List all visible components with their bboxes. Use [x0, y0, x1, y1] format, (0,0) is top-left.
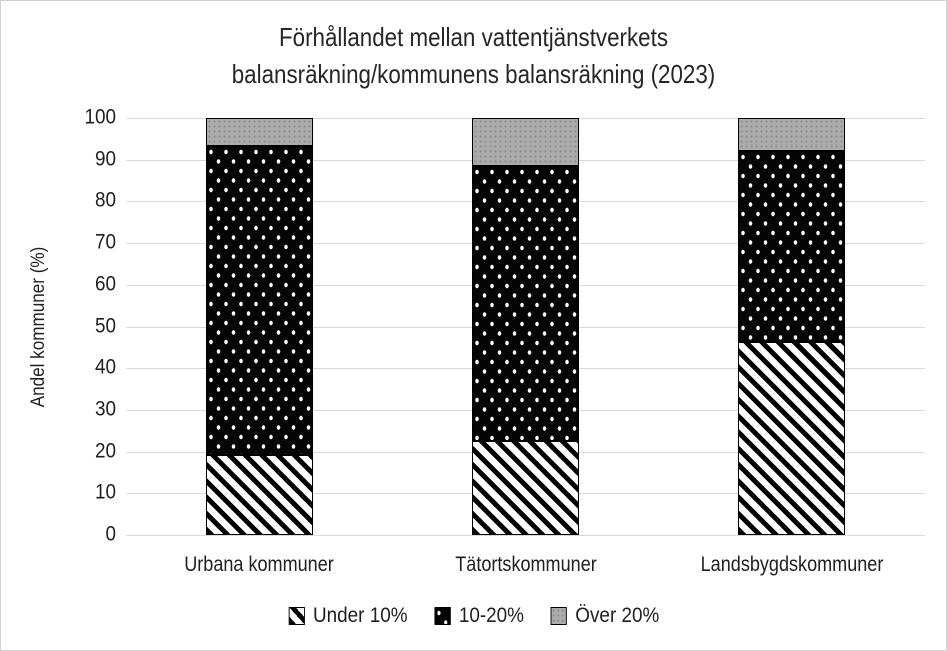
y-tick-label: 0	[105, 522, 116, 546]
bar-segment-10-20-	[472, 165, 579, 441]
bar-segment--ver-20-	[205, 118, 313, 146]
legend-item: 10-20%	[434, 604, 523, 628]
chart-title-line-1: Förhållandet mellan vattentjänstverkets	[278, 22, 669, 52]
bar-segment-under-10-	[205, 454, 313, 535]
legend-label: 10-20%	[458, 604, 524, 627]
legend-item: Under 10%	[288, 604, 407, 628]
legend-swatch-icon	[288, 607, 305, 625]
y-tick-label: 30	[94, 397, 116, 421]
legend: Under 10% 10-20% Över 20%	[288, 604, 659, 628]
y-tick-label: 90	[94, 147, 116, 171]
legend-label: Under 10%	[312, 604, 408, 627]
bar-segment-10-20-	[738, 150, 846, 343]
y-tick-label: 50	[94, 314, 116, 338]
chart-title: Förhållandet mellan vattentjänstverkets …	[67, 19, 880, 93]
legend-swatch-icon	[550, 607, 567, 625]
legend-label: Över 20%	[574, 604, 659, 627]
bar-segment-under-10-	[738, 342, 846, 535]
y-tick-label: 20	[94, 439, 116, 463]
chart-title-line-2: balansräkning/kommunens balansräkning (2…	[231, 59, 716, 89]
gridline	[126, 535, 925, 536]
y-tick-label: 40	[94, 355, 116, 379]
legend-item: Över 20%	[550, 604, 659, 628]
y-axis-title: Andel kommuner (%)	[28, 246, 49, 408]
legend-swatch-icon	[434, 607, 451, 625]
x-category-label: Urbana kommuner	[184, 553, 334, 576]
bar-segment-under-10-	[472, 440, 579, 535]
y-tick-label: 60	[94, 272, 116, 296]
x-category-label: Tätortskommuner	[454, 553, 597, 576]
y-tick-label: 70	[94, 230, 116, 254]
bar-segment--ver-20-	[738, 118, 846, 151]
bar-segment--ver-20-	[472, 118, 579, 166]
bar-segment-10-20-	[205, 145, 313, 455]
y-tick-label: 10	[94, 480, 116, 504]
x-category-label: Landsbygdskommuner	[700, 553, 884, 576]
y-tick-label: 100	[84, 105, 116, 129]
y-tick-label: 80	[94, 188, 116, 212]
